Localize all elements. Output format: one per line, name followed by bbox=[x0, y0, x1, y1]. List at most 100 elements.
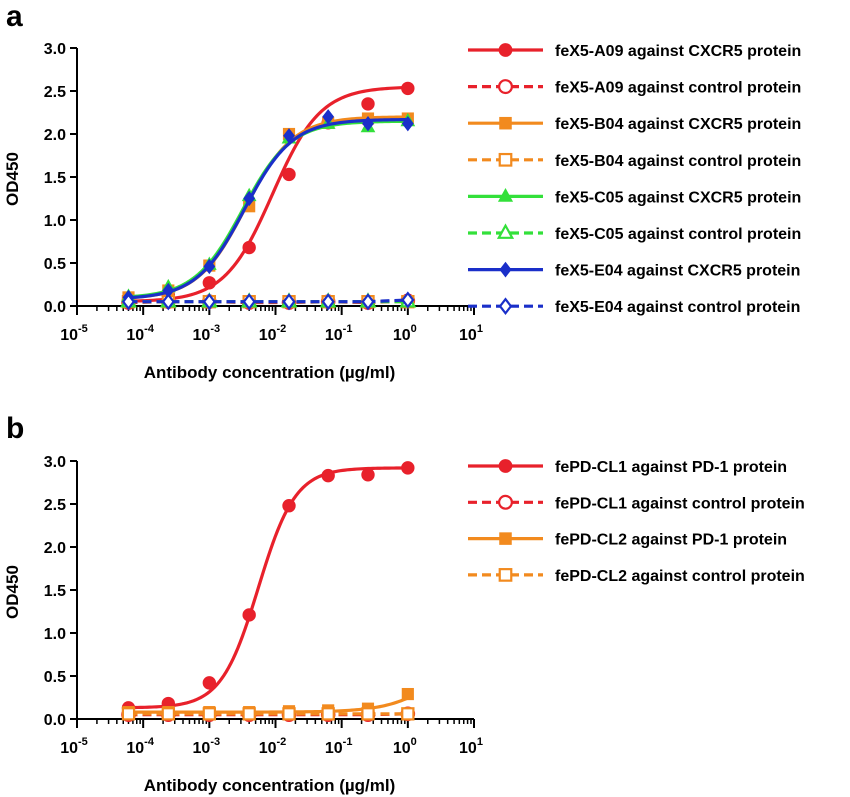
data-point bbox=[121, 707, 136, 721]
legend-label: feX5-B04 against CXCR5 protein bbox=[555, 116, 801, 133]
data-point bbox=[401, 687, 414, 701]
x-axis-label: Antibody concentration (µg/ml) bbox=[144, 363, 396, 382]
data-point bbox=[401, 116, 414, 132]
legend-label: fePD-CL2 against control protein bbox=[555, 568, 805, 585]
legend-entry-8: feX5-E04 against control protein bbox=[468, 297, 800, 316]
legend-label: feX5-A09 against CXCR5 protein bbox=[555, 43, 801, 60]
legend-label: feX5-E04 against control protein bbox=[555, 299, 800, 316]
panel-a-axes: 0.0 0.5 1.0 1.5 2.0 2.5 3.0 10-5 10-4 10-3 10-2 10-… bbox=[3, 41, 483, 382]
x-tick-label: 10-3 bbox=[193, 323, 221, 344]
y-axis-label: OD450 bbox=[3, 152, 22, 206]
y-tick-label: 0.0 bbox=[44, 299, 66, 316]
y-tick-label: 1.0 bbox=[44, 626, 66, 643]
data-point bbox=[121, 293, 136, 311]
y-tick-label: 0.5 bbox=[44, 256, 66, 273]
legend-label: feX5-B04 against control protein bbox=[555, 153, 801, 170]
data-point bbox=[242, 240, 256, 255]
legend-label: feX5-A09 against control protein bbox=[555, 80, 801, 97]
y-tick-label: 0.0 bbox=[44, 712, 66, 729]
y-tick-label: 2.0 bbox=[44, 127, 66, 144]
y-tick-label: 1.5 bbox=[44, 170, 66, 187]
data-point bbox=[401, 81, 415, 96]
data-point bbox=[283, 128, 295, 144]
data-point bbox=[202, 293, 216, 311]
legend-label: fePD-CL2 against PD-1 protein bbox=[555, 532, 787, 549]
data-point bbox=[401, 707, 415, 721]
series-line bbox=[128, 119, 408, 299]
x-tick-label: 10-5 bbox=[60, 736, 88, 757]
panel-b-letter: b bbox=[6, 412, 24, 445]
legend-entry-7: feX5-E04 against CXCR5 protein bbox=[468, 261, 800, 280]
data-point bbox=[321, 293, 335, 311]
y-tick-label: 3.0 bbox=[44, 454, 66, 471]
legend-swatch-marker bbox=[498, 568, 513, 582]
data-point bbox=[362, 116, 374, 132]
data-point bbox=[361, 293, 375, 311]
legend-entry-1: fePD-CL1 against PD-1 protein bbox=[468, 459, 787, 476]
series-1 bbox=[121, 461, 415, 715]
series-7 bbox=[122, 109, 414, 306]
legend-swatch-marker bbox=[498, 43, 513, 57]
x-axis-label: Antibody concentration (µg/ml) bbox=[144, 776, 396, 795]
legend-entry-2: fePD-CL1 against control protein bbox=[468, 494, 805, 512]
legend-label: fePD-CL1 against PD-1 protein bbox=[555, 459, 787, 476]
y-tick-label: 1.0 bbox=[44, 213, 66, 230]
legend-label: fePD-CL1 against control protein bbox=[555, 495, 805, 512]
series-4 bbox=[121, 707, 415, 721]
data-point bbox=[282, 167, 296, 182]
legend-entry-2: feX5-A09 against control protein bbox=[468, 79, 801, 97]
x-tick-label: 10-4 bbox=[126, 736, 154, 757]
data-point bbox=[242, 707, 256, 721]
legend-swatch-marker bbox=[498, 494, 514, 510]
data-point bbox=[242, 608, 256, 622]
legend-entry-3: feX5-B04 against CXCR5 protein bbox=[468, 116, 801, 133]
series-line bbox=[128, 117, 408, 300]
data-point bbox=[282, 293, 296, 311]
data-point bbox=[202, 676, 217, 690]
y-tick-label: 2.5 bbox=[44, 497, 66, 514]
data-point bbox=[321, 707, 335, 721]
data-point bbox=[282, 499, 296, 513]
series-3 bbox=[122, 112, 414, 304]
legend-entry-3: fePD-CL2 against PD-1 protein bbox=[468, 532, 787, 549]
panel-a: a 0.0 0.5 1.0 1.5 2.0 2.5 3.0 10-5 10-4 10-3 10-2 1… bbox=[3, 0, 801, 382]
panel-b-axes: 0.0 0.5 1.0 1.5 2.0 2.5 3.0 10-5 10-4 10-3 10-2 10-… bbox=[3, 454, 483, 795]
panel-b-legend: fePD-CL1 against PD-1 protein fePD-CL1 ag… bbox=[468, 459, 805, 585]
legend-swatch-marker bbox=[496, 223, 515, 239]
data-point bbox=[401, 291, 415, 309]
data-point bbox=[202, 707, 217, 721]
y-tick-label: 2.0 bbox=[44, 540, 66, 557]
data-point bbox=[202, 276, 217, 290]
legend-swatch-marker bbox=[498, 459, 513, 473]
y-axis-label: OD450 bbox=[3, 565, 22, 619]
x-tick-label: 10-1 bbox=[325, 736, 353, 757]
x-tick-label: 10-2 bbox=[259, 323, 287, 344]
legend-entry-1: feX5-A09 against CXCR5 protein bbox=[468, 43, 801, 60]
data-point bbox=[322, 109, 335, 125]
panel-a-legend: feX5-A09 against CXCR5 protein feX5-A09 a… bbox=[468, 43, 801, 316]
legend-label: feX5-C05 against CXCR5 protein bbox=[555, 189, 801, 206]
series-line bbox=[128, 85, 408, 303]
series-line bbox=[128, 696, 409, 714]
data-point bbox=[161, 293, 175, 311]
legend-entry-4: feX5-B04 against control protein bbox=[468, 153, 801, 170]
y-tick-label: 1.5 bbox=[44, 583, 66, 600]
x-tick-label: 10-3 bbox=[193, 736, 221, 757]
x-tick-label: 10-2 bbox=[259, 736, 287, 757]
legend-swatch-marker bbox=[499, 116, 512, 130]
x-tick-label: 101 bbox=[459, 736, 483, 757]
legend-entry-5: feX5-C05 against CXCR5 protein bbox=[468, 188, 801, 206]
y-tick-label: 0.5 bbox=[44, 669, 66, 686]
data-point bbox=[161, 707, 176, 721]
x-tick-label: 100 bbox=[393, 323, 417, 344]
legend-swatch-marker bbox=[498, 79, 514, 95]
legend-label: feX5-E04 against CXCR5 protein bbox=[555, 263, 800, 280]
panel-b-plot bbox=[121, 461, 416, 722]
y-tick-label: 3.0 bbox=[44, 41, 66, 58]
panel-b: b 0.0 0.5 1.0 1.5 2.0 2.5 3.0 10-5 10-4 10-3 10-2 1… bbox=[3, 412, 805, 795]
legend-swatch-marker bbox=[499, 261, 512, 278]
panel-a-plot bbox=[120, 81, 417, 311]
x-tick-label: 101 bbox=[459, 323, 483, 344]
x-tick-label: 100 bbox=[393, 736, 417, 757]
data-point bbox=[242, 293, 256, 311]
